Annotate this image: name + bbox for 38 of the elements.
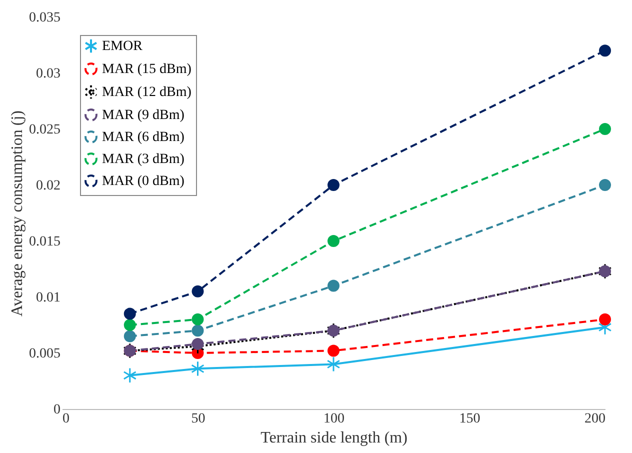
point [599, 313, 611, 326]
x-tick-label: 100 [324, 412, 344, 426]
point [124, 330, 136, 342]
x-tick-label: 50 [191, 412, 206, 426]
legend-label: MAR (12 dBm) [102, 85, 192, 100]
point [328, 280, 340, 292]
x-tick-label: 150 [459, 412, 480, 426]
y-tick-label: 0.03 [36, 66, 60, 82]
point [328, 344, 340, 357]
point [124, 308, 136, 320]
point [599, 123, 611, 135]
point [328, 235, 340, 247]
point [191, 360, 204, 377]
point [192, 338, 204, 350]
legend-label: MAR (6 dBm) [102, 130, 185, 145]
y-tick-label: 0.015 [29, 234, 60, 250]
point [328, 179, 340, 191]
legend-label: MAR (0 dBm) [102, 174, 185, 189]
legend-label: MAR (3 dBm) [102, 152, 185, 167]
y-tick-label: 0.02 [36, 178, 60, 194]
y-tick-label: 0.01 [36, 290, 60, 306]
y-axis-title: Average energy consumption (j) [9, 110, 26, 317]
y-tick-label: 0.035 [29, 10, 60, 26]
legend-label: MAR (9 dBm) [102, 108, 185, 123]
legend-label: EMOR [102, 39, 144, 54]
y-tick-label: 0.025 [29, 122, 60, 138]
y-tick-label: 0.005 [29, 346, 60, 362]
x-tick-label: 200 [584, 412, 606, 426]
point [192, 285, 204, 298]
point [599, 44, 611, 57]
point [326, 356, 340, 372]
x-axis-title: Terrain side length (m) [260, 430, 408, 446]
point [192, 324, 204, 337]
point [123, 368, 137, 384]
point [124, 319, 136, 331]
legend-label: MAR (15 dBm) [102, 62, 192, 77]
point [599, 179, 611, 191]
point [192, 313, 204, 326]
